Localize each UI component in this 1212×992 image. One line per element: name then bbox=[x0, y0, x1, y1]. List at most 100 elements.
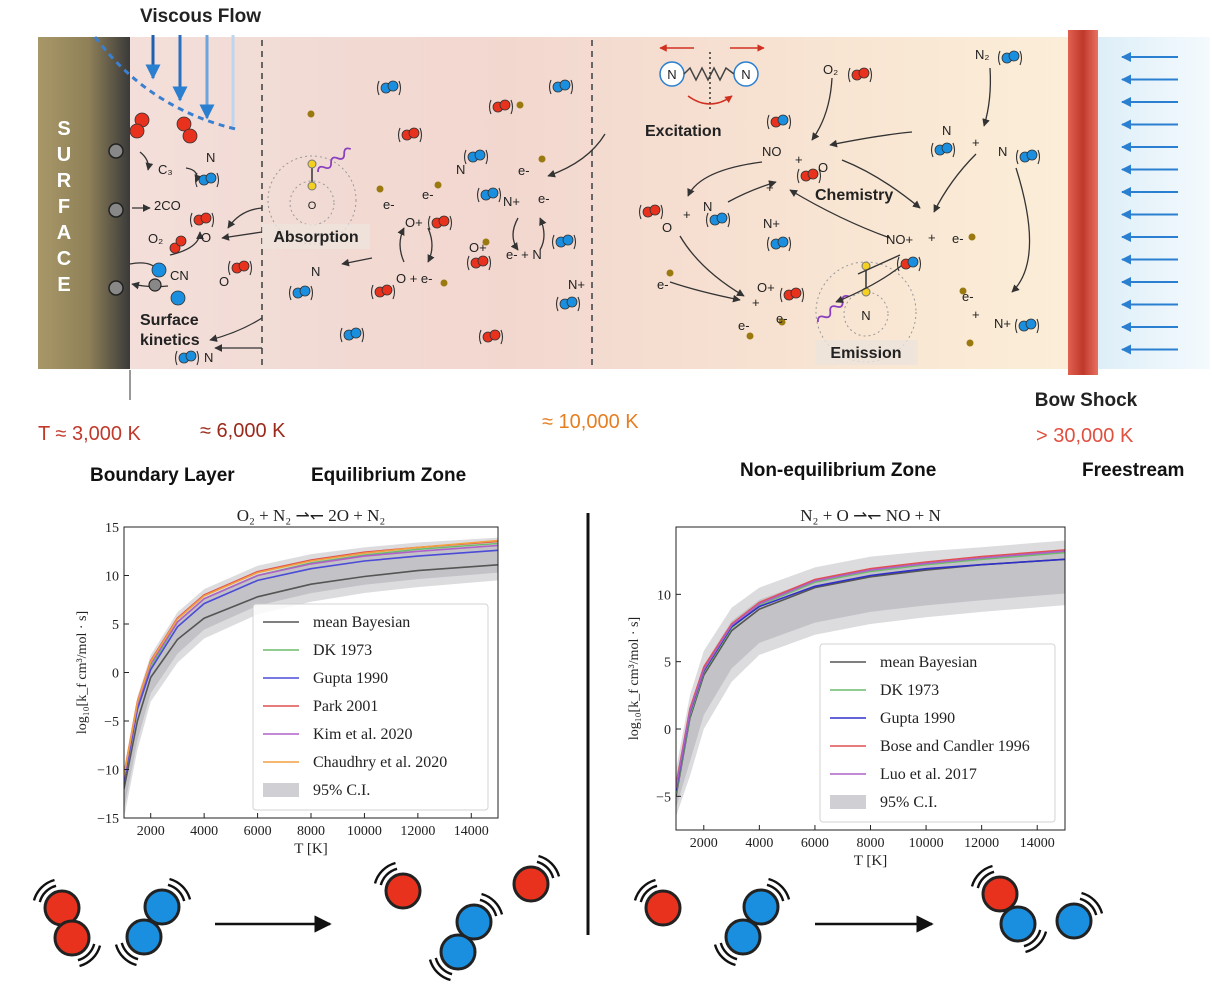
viscous-flow-arrows bbox=[93, 35, 241, 132]
temp-6000: ≈ 6,000 K bbox=[200, 420, 286, 442]
svg-text:O: O bbox=[201, 230, 211, 245]
vibration-mark bbox=[419, 127, 423, 143]
vibration-mark bbox=[713, 944, 736, 967]
excitation-label: Excitation bbox=[645, 123, 721, 140]
vibration-mark bbox=[573, 234, 577, 250]
svg-text:N: N bbox=[206, 150, 215, 165]
x-tick-label: 4000 bbox=[190, 824, 218, 839]
svg-text:+: + bbox=[928, 230, 936, 245]
legend-entry: DK 1973 bbox=[313, 642, 372, 659]
molecule bbox=[185, 350, 197, 362]
vibration-mark bbox=[570, 79, 574, 95]
vibration-mark bbox=[896, 256, 900, 272]
x-tick-label: 10000 bbox=[909, 836, 944, 851]
legend-entry: DK 1973 bbox=[880, 682, 939, 699]
vibration-mark bbox=[1019, 50, 1023, 66]
vibration-mark bbox=[373, 861, 396, 884]
temp-10000: ≈ 10,000 K bbox=[542, 411, 639, 433]
svg-text:N₂: N₂ bbox=[975, 47, 989, 62]
molecule bbox=[200, 212, 212, 224]
vibration-mark bbox=[768, 877, 791, 900]
svg-text:N: N bbox=[998, 144, 1007, 159]
legend-box bbox=[252, 603, 489, 811]
series-line bbox=[676, 550, 1065, 789]
molecule bbox=[941, 142, 953, 154]
y-tick-label: −5 bbox=[656, 790, 671, 805]
svg-text:O+: O+ bbox=[469, 240, 487, 255]
svg-text:N: N bbox=[204, 350, 213, 365]
svg-text:NO: NO bbox=[762, 144, 782, 159]
nitrogen-atom bbox=[170, 290, 186, 306]
electron bbox=[959, 287, 967, 295]
vibration-mark bbox=[120, 942, 139, 961]
vibration-mark bbox=[392, 284, 396, 300]
y-tick-label: 0 bbox=[664, 723, 671, 738]
vibration-mark bbox=[463, 149, 467, 165]
vibration-mark bbox=[466, 255, 470, 271]
ci-band-inner bbox=[124, 545, 498, 810]
molecule bbox=[350, 327, 362, 339]
oxygen-atom bbox=[53, 919, 91, 957]
molecule bbox=[858, 67, 870, 79]
vibration-mark bbox=[481, 892, 504, 915]
legend-entry: Bose and Candler 1996 bbox=[880, 738, 1030, 755]
y-tick-label: 5 bbox=[664, 656, 671, 671]
svg-text:Absorption: Absorption bbox=[273, 229, 358, 246]
electron bbox=[307, 110, 315, 118]
molecule bbox=[1026, 149, 1038, 161]
electron bbox=[666, 269, 674, 277]
vibration-mark bbox=[196, 350, 200, 366]
vibration-mark bbox=[167, 883, 186, 902]
vibration-mark bbox=[705, 212, 709, 228]
molecule bbox=[299, 285, 311, 297]
surface-letter: F bbox=[58, 196, 70, 218]
absorption-diagram: O Absorption bbox=[262, 147, 370, 249]
molecule bbox=[777, 236, 789, 248]
vibration-mark bbox=[847, 67, 851, 83]
vibration-mark bbox=[288, 285, 292, 301]
x-tick-label: 10000 bbox=[347, 824, 382, 839]
electron bbox=[440, 279, 448, 287]
series-line bbox=[124, 549, 498, 782]
reaction-illustrations bbox=[32, 854, 1104, 982]
surface-letter: R bbox=[57, 170, 72, 192]
species-labels: C₃ 2CO N O₂ O CN O N N e- e- O+ O + e- N… bbox=[148, 47, 1011, 365]
svg-text:N+: N+ bbox=[763, 216, 780, 231]
vibration-mark bbox=[952, 142, 956, 158]
oxygen-atom bbox=[644, 889, 682, 927]
vibration-mark bbox=[1015, 149, 1019, 165]
x-tick-label: 2000 bbox=[137, 824, 165, 839]
svg-text:e-: e- bbox=[952, 231, 964, 246]
molecule bbox=[907, 256, 919, 268]
vibration-mark bbox=[1014, 318, 1018, 334]
svg-text:+: + bbox=[683, 207, 691, 222]
molecule bbox=[559, 79, 571, 91]
x-tick-label: 12000 bbox=[400, 824, 435, 839]
freestream-arrows bbox=[1121, 52, 1178, 355]
temp-3000: T ≈ 3,000 K bbox=[38, 423, 142, 445]
ci-band-inner bbox=[676, 552, 1065, 809]
vibration-mark bbox=[1036, 318, 1040, 334]
surface-site-atom bbox=[108, 143, 124, 159]
svg-text:N: N bbox=[861, 308, 870, 323]
plot-area bbox=[676, 540, 1065, 817]
vibration-mark bbox=[498, 187, 502, 203]
vibration-mark bbox=[361, 327, 365, 343]
y-axis-label: log₁₀[k_f cm³/mol · s] bbox=[627, 617, 642, 740]
vibration-mark bbox=[211, 212, 215, 228]
molecule bbox=[807, 168, 819, 180]
vibration-mark bbox=[79, 945, 102, 968]
nitrogen-atom bbox=[1055, 902, 1093, 940]
legend-swatch bbox=[263, 783, 299, 797]
svg-text:N: N bbox=[703, 199, 712, 214]
nitrogen-atom bbox=[439, 933, 477, 971]
vibration-mark bbox=[434, 957, 453, 976]
molecule bbox=[238, 260, 250, 272]
svg-text:e-: e- bbox=[518, 163, 530, 178]
vibration-mark bbox=[976, 870, 995, 889]
vibration-mark bbox=[727, 212, 731, 228]
y-tick-label: 5 bbox=[112, 618, 119, 633]
svg-text:2CO: 2CO bbox=[154, 198, 181, 213]
vibration-mark bbox=[449, 215, 453, 231]
x-tick-label: 4000 bbox=[745, 836, 773, 851]
